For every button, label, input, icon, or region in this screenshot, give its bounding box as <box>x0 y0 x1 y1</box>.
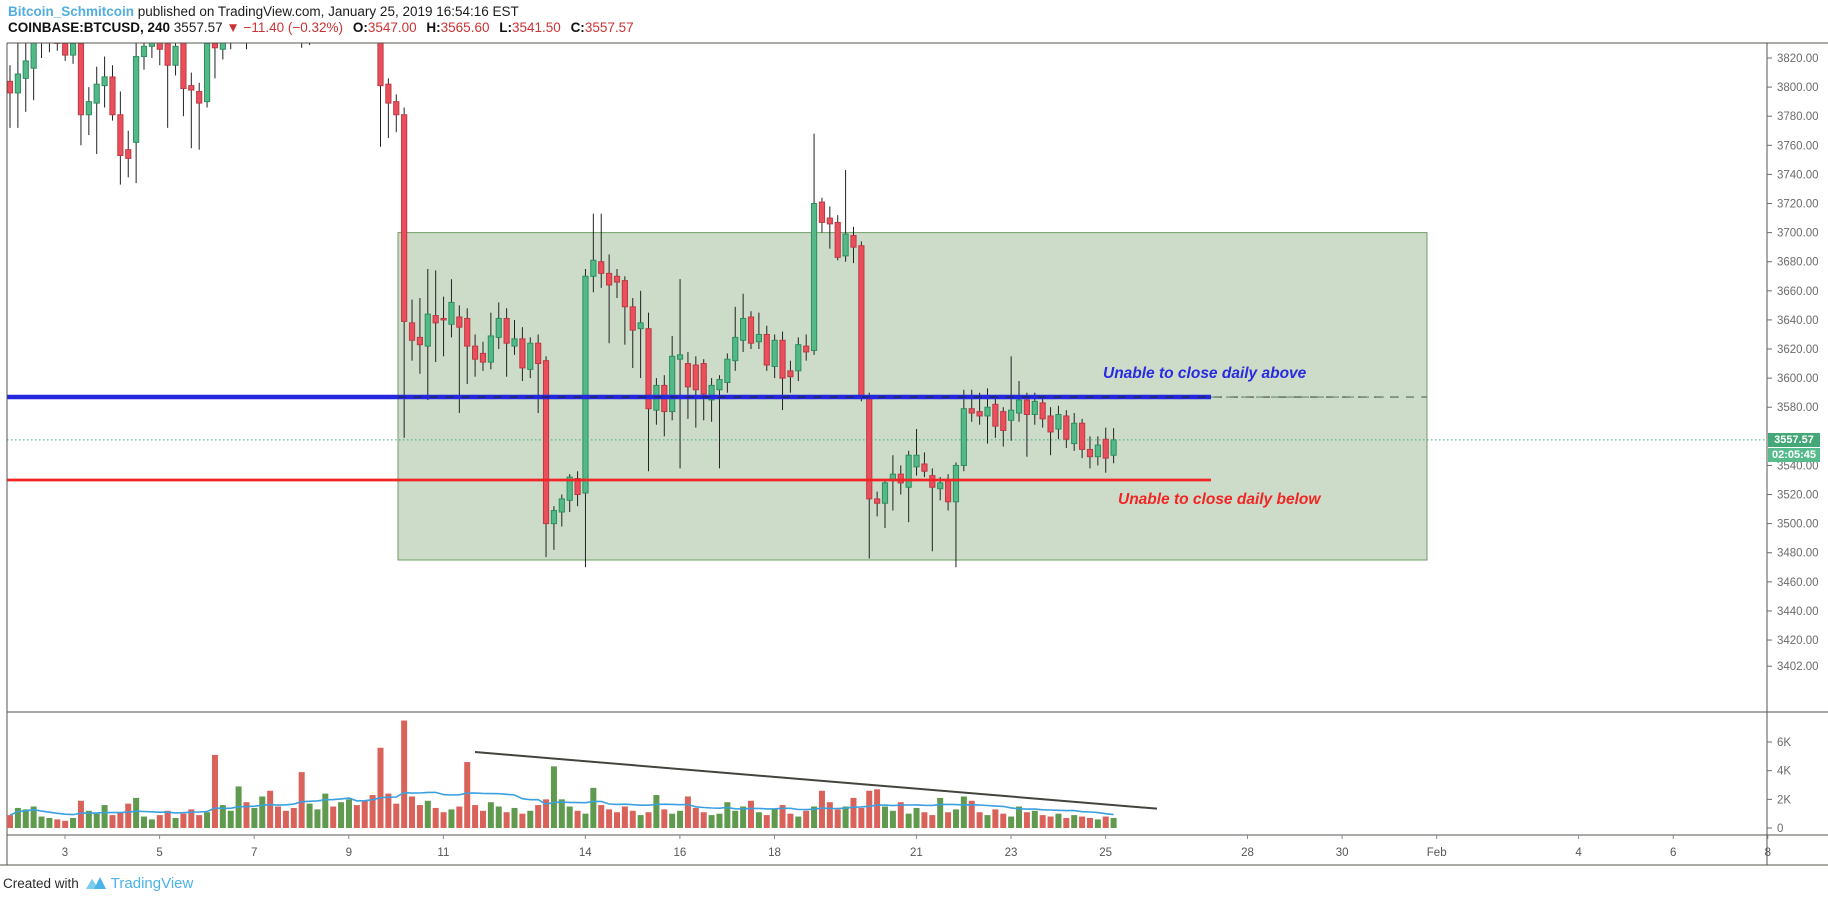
high-value: 3565.60 <box>440 20 490 35</box>
svg-text:8: 8 <box>1765 847 1771 859</box>
low-label: L: <box>499 20 512 35</box>
svg-text:3720.00: 3720.00 <box>1777 199 1819 211</box>
volume-ma-line <box>9 791 1114 816</box>
bar-countdown-badge: 02:05:45 <box>1768 448 1820 462</box>
resistance-annotation[interactable]: Unable to close daily above <box>1103 365 1307 382</box>
tradingview-logo-icon[interactable] <box>85 875 107 891</box>
svg-text:0: 0 <box>1777 823 1783 835</box>
svg-text:2K: 2K <box>1777 794 1791 806</box>
close-value: 3557.57 <box>584 20 634 35</box>
low-value: 3541.50 <box>511 20 561 35</box>
svg-text:3620.00: 3620.00 <box>1777 344 1819 356</box>
svg-text:11: 11 <box>437 847 449 859</box>
price-change-label: ▼ −11.40 (−0.32%) <box>226 20 344 35</box>
svg-text:28: 28 <box>1241 847 1254 859</box>
svg-text:3680.00: 3680.00 <box>1777 257 1819 269</box>
svg-text:3760.00: 3760.00 <box>1777 140 1819 152</box>
volume-pane <box>7 720 1117 828</box>
svg-text:9: 9 <box>346 847 352 859</box>
svg-text:14: 14 <box>579 847 592 859</box>
svg-text:3700.00: 3700.00 <box>1777 228 1819 240</box>
svg-text:3420.00: 3420.00 <box>1777 635 1819 647</box>
publish-info-line: Bitcoin_Schmitcoin published on TradingV… <box>8 4 519 19</box>
svg-text:3540.00: 3540.00 <box>1777 460 1819 472</box>
tradingview-brand-link[interactable]: TradingView <box>110 874 194 892</box>
svg-text:3440.00: 3440.00 <box>1777 606 1819 618</box>
open-label: O: <box>352 20 368 35</box>
symbol-label[interactable]: COINBASE:BTCUSD, 240 <box>8 20 171 35</box>
high-label: H: <box>426 20 441 35</box>
svg-text:4: 4 <box>1575 847 1582 859</box>
volume-trendline[interactable] <box>474 751 1158 810</box>
svg-text:5: 5 <box>156 847 162 859</box>
support-annotation[interactable]: Unable to close daily below <box>1118 491 1321 508</box>
svg-text:21: 21 <box>910 847 923 859</box>
svg-text:3600.00: 3600.00 <box>1777 373 1819 385</box>
svg-text:3460.00: 3460.00 <box>1777 577 1819 589</box>
svg-text:18: 18 <box>768 847 781 859</box>
volume-axis[interactable]: 6K 4K 2K 0 <box>1767 737 1791 835</box>
svg-text:3740.00: 3740.00 <box>1777 169 1819 181</box>
last-price-label: 3557.57 <box>173 20 223 35</box>
svg-text:3820.00: 3820.00 <box>1777 53 1819 65</box>
created-with-text: Created with <box>3 875 79 891</box>
author-link[interactable]: Bitcoin_Schmitcoin <box>8 4 135 19</box>
svg-text:23: 23 <box>1005 847 1018 859</box>
svg-text:Feb: Feb <box>1427 847 1447 859</box>
close-label: C: <box>570 20 585 35</box>
svg-text:6: 6 <box>1670 847 1676 859</box>
current-price-badge: 3557.57 <box>1768 433 1820 447</box>
svg-text:3402.00: 3402.00 <box>1777 661 1819 673</box>
svg-text:3480.00: 3480.00 <box>1777 548 1819 560</box>
time-axis[interactable]: 3 5 7 9 11 14 16 18 21 23 25 28 30 Feb 4 6 8 <box>62 835 1771 859</box>
open-value: 3547.00 <box>367 20 417 35</box>
svg-text:3500.00: 3500.00 <box>1777 519 1819 531</box>
created-with-footer: Created with TradingView <box>3 872 193 894</box>
chart-frame <box>0 42 1828 866</box>
svg-text:7: 7 <box>251 847 257 859</box>
svg-text:25: 25 <box>1099 847 1112 859</box>
svg-text:6K: 6K <box>1777 737 1791 749</box>
published-text: published on TradingView.com, January 25… <box>137 4 519 19</box>
svg-text:4K: 4K <box>1777 766 1791 778</box>
price-axis[interactable]: 3820.00 3800.00 3780.00 3760.00 3740.00 3720.… <box>1767 53 1819 673</box>
svg-text:3520.00: 3520.00 <box>1777 490 1819 502</box>
svg-text:3660.00: 3660.00 <box>1777 286 1819 298</box>
svg-text:3800.00: 3800.00 <box>1777 82 1819 94</box>
svg-text:3580.00: 3580.00 <box>1777 402 1819 414</box>
svg-text:3640.00: 3640.00 <box>1777 315 1819 327</box>
svg-text:3780.00: 3780.00 <box>1777 111 1819 123</box>
symbol-ohlc-line: COINBASE:BTCUSD, 240 3557.57 ▼ −11.40 (−… <box>8 20 634 35</box>
svg-text:3: 3 <box>62 847 68 859</box>
svg-text:30: 30 <box>1336 847 1349 859</box>
svg-text:16: 16 <box>674 847 687 859</box>
